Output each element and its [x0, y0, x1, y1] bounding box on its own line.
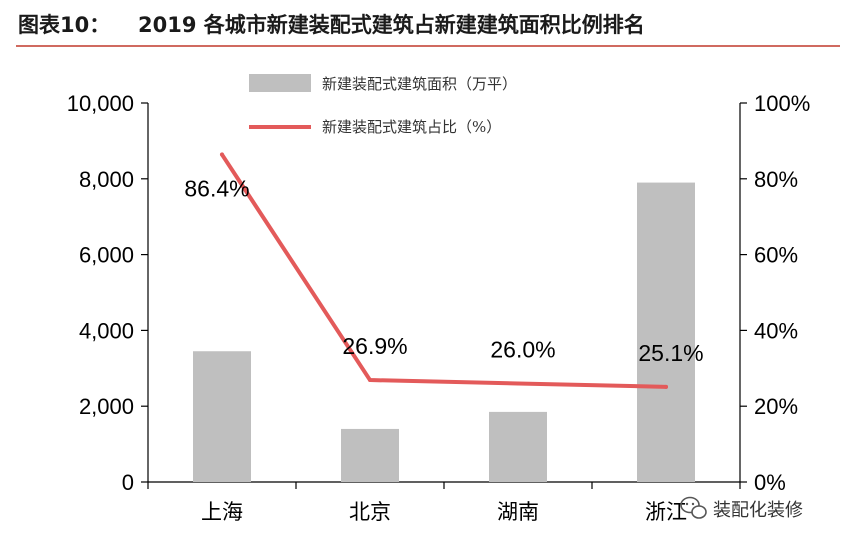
x-tick-label: 北京 — [349, 500, 391, 524]
figure-label: 图表10： — [18, 13, 110, 37]
line-point — [220, 152, 224, 157]
bar — [341, 428, 399, 482]
line-point — [516, 381, 520, 386]
x-tick-label: 上海 — [201, 500, 243, 524]
y-left-tick-label: 2,000 — [79, 394, 134, 419]
y-right-tick-label: 60% — [754, 243, 798, 268]
legend: 新建装配式建筑面积（万平） 新建装配式建筑占比（%） — [249, 74, 517, 136]
x-tick-label: 浙江 — [645, 500, 687, 524]
chart-title: 2019 各城市新建装配式建筑占新建建筑面积比例排名 — [138, 13, 645, 37]
watermark: 装配化装修 — [680, 496, 803, 521]
y-right-tick-label: 40% — [754, 318, 798, 343]
wechat-icon — [680, 496, 707, 519]
line-point — [368, 378, 372, 383]
y-left-tick-label: 8,000 — [79, 167, 134, 192]
y-right-tick-label: 100% — [754, 91, 810, 116]
legend-swatch-bar — [249, 74, 311, 92]
data-labels: 86.4% 26.9% 26.0% 25.1% — [184, 176, 703, 366]
y-right-tick-label: 20% — [754, 394, 798, 419]
y-left-tick-label: 6,000 — [79, 243, 134, 268]
bar — [489, 411, 547, 482]
data-label: 86.4% — [184, 176, 249, 202]
y-left-tick-label: 4,000 — [79, 318, 134, 343]
y-right-tick-label: 0% — [754, 470, 786, 495]
watermark-text: 装配化装修 — [713, 500, 803, 521]
series-line — [220, 152, 668, 389]
y-left-tick-label: 10,000 — [67, 91, 134, 116]
line-point — [664, 384, 668, 389]
bar — [637, 182, 695, 482]
legend-label-bar: 新建装配式建筑面积（万平） — [322, 75, 517, 93]
legend-label-line: 新建装配式建筑占比（%） — [322, 118, 501, 136]
data-label: 25.1% — [638, 340, 703, 366]
x-tick-label: 湖南 — [497, 500, 539, 524]
data-label: 26.9% — [342, 333, 407, 359]
bar-series — [193, 182, 695, 482]
axes: 0 2,000 4,000 6,000 8,000 10,000 0% 20% 40% 60% 80… — [67, 91, 811, 524]
line-series — [220, 152, 668, 389]
bar — [193, 351, 251, 482]
data-label: 26.0% — [490, 336, 555, 362]
y-left-tick-label: 0 — [122, 470, 134, 495]
y-right-tick-label: 80% — [754, 167, 798, 192]
